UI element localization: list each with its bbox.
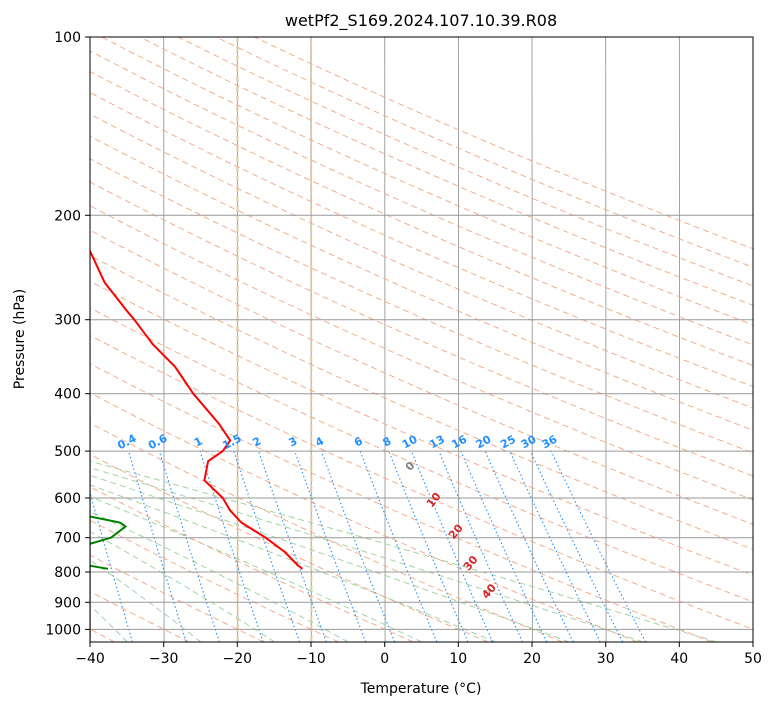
- dry-adiabat-line: [90, 181, 753, 477]
- x-tick-label: 0: [380, 651, 389, 667]
- plot-frame: [89, 36, 754, 643]
- mixing-ratio-line: [359, 450, 438, 642]
- chart-title: wetPf2_S169.2024.107.10.39.R08: [285, 11, 557, 31]
- dry-adiabat-line: [90, 254, 753, 550]
- dry-adiabat-line: [90, 158, 753, 454]
- mixing-ratio-line: [128, 450, 187, 642]
- x-tick-label: 20: [523, 651, 541, 667]
- x-tick-label: −10: [296, 651, 326, 667]
- x-axis-label: Temperature (°C): [360, 681, 482, 697]
- mixing-ratio-line: [199, 450, 264, 642]
- dry-adiabat-line: [90, 113, 753, 409]
- dewpoint-profile-line: [90, 515, 127, 570]
- y-tick-label: 900: [54, 595, 81, 611]
- mixing-ratio-label: 16: [449, 433, 469, 452]
- y-tick-label: 100: [54, 30, 81, 46]
- dry-adiabat-line: [90, 50, 753, 346]
- mixing-ratio-label: 25: [498, 433, 518, 452]
- mixing-ratio-line: [438, 450, 524, 642]
- x-tick-label: 50: [744, 651, 762, 667]
- dry-adiabat-line: [90, 453, 489, 642]
- dry-adiabat-line: [90, 280, 753, 576]
- dry-adiabat-line: [90, 92, 753, 388]
- y-tick-label: 400: [54, 387, 81, 403]
- y-tick-label: 800: [54, 565, 81, 581]
- x-tick-label: −20: [223, 651, 253, 667]
- mixing-ratio-line: [257, 450, 328, 642]
- mixing-ratio-line: [233, 450, 301, 642]
- x-tick-label: 10: [449, 651, 467, 667]
- mixing-ratio-line: [158, 450, 220, 642]
- x-tick-label: −30: [149, 651, 179, 667]
- x-tick-label: 40: [670, 651, 688, 667]
- dry-adiabat-line: [90, 363, 713, 642]
- y-tick-label: 200: [54, 208, 81, 224]
- mixing-ratio-line: [550, 450, 647, 642]
- y-tick-label: 600: [54, 491, 81, 507]
- mixing-ratio-label: 20: [474, 433, 494, 452]
- moist-adiabat-line: [90, 467, 644, 642]
- mixing-ratio-label: 10: [400, 433, 420, 452]
- temperature-profile-line: [90, 248, 304, 570]
- dry-adiabat-line: [101, 37, 753, 326]
- mixing-ratio-label: 30: [519, 433, 539, 452]
- dry-adiabat-line: [90, 334, 753, 630]
- mixing-ratio-line: [320, 450, 396, 642]
- dry-adiabat-line: [90, 307, 753, 603]
- moist-adiabat-line: [90, 460, 717, 642]
- y-tick-label: 700: [54, 531, 81, 547]
- y-tick-label: 500: [54, 444, 81, 460]
- mixing-ratio-line: [388, 450, 469, 642]
- moist-adiabat-line: [90, 474, 570, 642]
- dry-adiabat-line: [177, 37, 753, 287]
- y-axis-label: Pressure (hPa): [12, 289, 28, 389]
- dry-adiabat-line: [90, 590, 190, 642]
- mixing-ratio-line: [410, 450, 494, 642]
- x-tick-label: 30: [597, 651, 615, 667]
- y-tick-label: 1000: [45, 622, 81, 638]
- mixing-ratio-line: [294, 450, 367, 642]
- x-tick-label: −40: [75, 651, 105, 667]
- dry-adiabat-line: [90, 392, 638, 642]
- mixing-ratio-line: [529, 450, 624, 642]
- y-tick-label: 300: [54, 313, 81, 329]
- dry-adiabat-line: [90, 486, 414, 642]
- mixing-ratio-label: 13: [427, 433, 447, 452]
- mixing-ratio-label: 36: [540, 433, 560, 452]
